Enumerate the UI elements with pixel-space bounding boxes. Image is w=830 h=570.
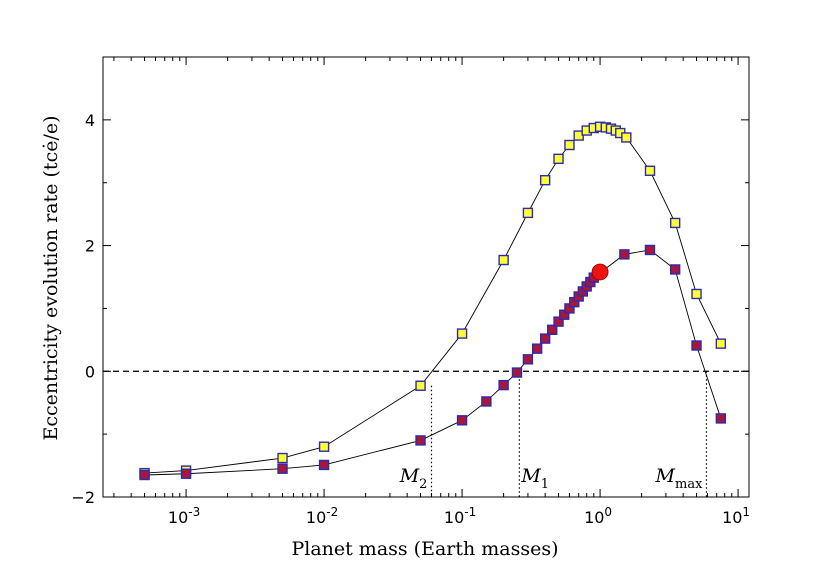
y-tick-label: 0	[85, 362, 95, 381]
y-axis-title: Eccentricity evolution rate (tcė/e)	[40, 115, 62, 440]
y-tick-label: 2	[85, 237, 95, 256]
series-line	[144, 249, 722, 476]
data-point	[669, 264, 681, 275]
threshold-label: M1	[520, 465, 549, 492]
data-point	[553, 153, 564, 165]
series-lines	[144, 126, 722, 476]
data-point	[139, 469, 150, 481]
plot-frame	[102, 56, 750, 498]
axis-ticks	[103, 57, 749, 498]
data-point	[621, 132, 632, 143]
y-tick-label: −2	[71, 488, 95, 507]
data-point	[669, 217, 681, 229]
x-tick-label: 10-2	[306, 505, 338, 527]
data-point	[715, 413, 727, 424]
highlight-point	[591, 263, 609, 281]
axes-frame	[102, 56, 750, 498]
data-point	[619, 249, 630, 260]
data-point	[522, 354, 534, 365]
data-point	[456, 415, 468, 426]
threshold-label: Mmax	[655, 465, 704, 492]
threshold-lines	[430, 371, 708, 497]
y-tick-label: 4	[85, 111, 95, 130]
data-point	[456, 328, 468, 339]
x-tick-label: 100	[584, 505, 612, 527]
data-point	[180, 468, 192, 479]
data-point	[511, 367, 523, 378]
data-markers	[139, 121, 727, 481]
data-point	[644, 165, 656, 176]
data-point	[539, 174, 551, 186]
data-point	[691, 340, 702, 351]
x-axis-title: Planet mass (Earth masses)	[291, 538, 558, 560]
data-point	[559, 309, 570, 320]
data-point	[277, 463, 288, 474]
threshold-label: M2	[399, 465, 428, 492]
data-point	[481, 396, 492, 407]
data-point	[539, 333, 551, 344]
data-point	[715, 338, 727, 349]
data-point	[318, 441, 330, 452]
data-point	[498, 379, 509, 391]
mass-annotations: M2 M1 Mmax	[399, 465, 703, 492]
data-point	[277, 452, 288, 464]
data-point	[547, 324, 558, 335]
data-point	[644, 244, 656, 256]
x-tick-label: 10-1	[444, 505, 476, 527]
data-point	[415, 435, 426, 446]
x-tick-label: 101	[722, 505, 750, 527]
data-point	[522, 207, 534, 219]
data-point	[553, 316, 564, 327]
data-point	[531, 343, 543, 354]
data-point	[415, 380, 426, 391]
data-point	[498, 254, 509, 266]
data-point	[318, 459, 330, 471]
data-point	[691, 288, 702, 300]
data-point	[564, 139, 575, 151]
tick-labels: 10-3 10-2 10-1 100 101 −2 0 2 4	[71, 111, 750, 527]
x-tick-label: 10-3	[168, 505, 200, 527]
series-line	[144, 126, 722, 474]
